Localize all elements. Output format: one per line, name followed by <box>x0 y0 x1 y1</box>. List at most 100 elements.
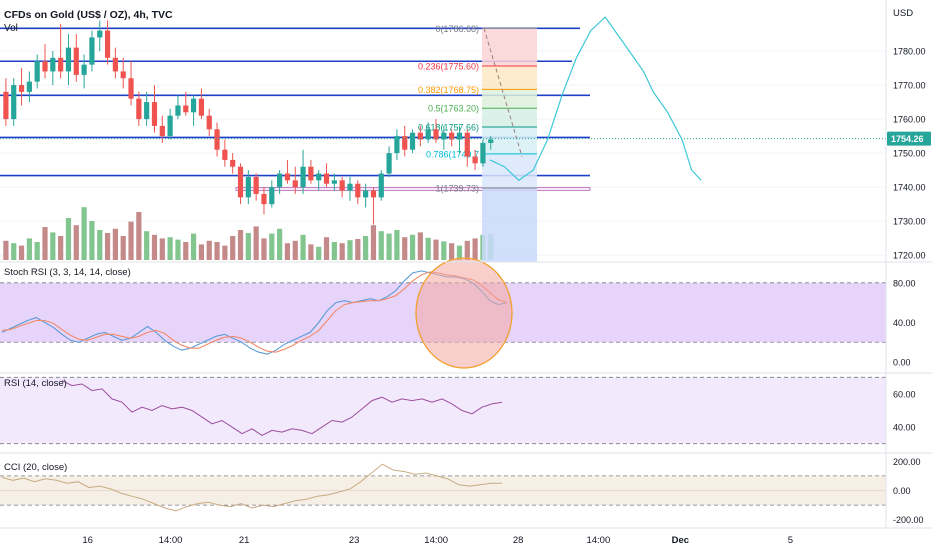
fib-level-label: 1(1739.73) <box>435 184 479 194</box>
candle-body[interactable] <box>237 166 244 198</box>
candle-body[interactable] <box>370 190 377 198</box>
rsi-tick-label: 60.00 <box>893 389 916 399</box>
candle-body[interactable] <box>488 139 494 143</box>
candle-body[interactable] <box>339 180 345 191</box>
candle-body[interactable] <box>394 136 400 154</box>
candle-body[interactable] <box>3 91 9 120</box>
candle-body[interactable] <box>42 61 48 72</box>
candle-body[interactable] <box>144 102 150 120</box>
cci-label[interactable]: CCI (20, close) <box>4 462 67 473</box>
candle-body[interactable] <box>11 85 17 120</box>
candle-body[interactable] <box>50 57 56 72</box>
volume-bar <box>433 239 439 260</box>
stoch-rsi-pane[interactable]: 0.00 40.00 80.00 <box>0 257 916 369</box>
candle-body[interactable] <box>277 173 283 188</box>
candle-body[interactable] <box>89 37 95 65</box>
candle-body[interactable] <box>58 57 64 72</box>
fib-trend-line[interactable] <box>483 28 523 157</box>
candle-body[interactable] <box>245 176 251 198</box>
candle-body[interactable] <box>175 105 181 116</box>
time-tick-label: 23 <box>349 535 360 546</box>
candle-body[interactable] <box>300 166 306 188</box>
volume-bar <box>159 238 165 260</box>
candle-body[interactable] <box>378 173 384 198</box>
candle-body[interactable] <box>97 30 103 38</box>
projection-path[interactable] <box>489 16 702 182</box>
rsi-pane[interactable]: 40.00 60.00 <box>0 376 916 445</box>
candle-body[interactable] <box>316 173 322 181</box>
volume-bar <box>456 245 463 260</box>
candle-body[interactable] <box>128 78 134 99</box>
volume-bar <box>417 232 423 260</box>
candle-body[interactable] <box>386 153 392 174</box>
stoch-rsi-label[interactable]: Stoch RSI (3, 3, 14, 14, close) <box>4 267 131 278</box>
candle-body[interactable] <box>73 47 79 75</box>
support-zone-rect[interactable] <box>235 186 591 192</box>
rsi-label[interactable]: RSI (14, close) <box>4 378 67 389</box>
candle-body[interactable] <box>480 142 486 164</box>
candle-body[interactable] <box>331 180 337 184</box>
highlight-circle[interactable] <box>415 257 513 369</box>
candle-body[interactable] <box>151 102 158 126</box>
candle-body[interactable] <box>284 173 291 181</box>
candle-body[interactable] <box>464 132 470 157</box>
candle-body[interactable] <box>308 166 314 181</box>
volume-bar <box>449 243 455 260</box>
candle-body[interactable] <box>417 132 423 140</box>
candle-body[interactable] <box>159 125 165 137</box>
candle-body[interactable] <box>363 190 369 198</box>
candle-body[interactable] <box>34 61 40 82</box>
candle-body[interactable] <box>425 129 431 140</box>
volume-label[interactable]: Vol <box>4 23 18 34</box>
volume-bar <box>34 242 40 260</box>
volume-bar <box>277 228 283 260</box>
candle-body[interactable] <box>456 132 463 140</box>
candle-body[interactable] <box>261 193 267 205</box>
candle-body[interactable] <box>347 183 353 191</box>
candle-body[interactable] <box>206 115 212 130</box>
candle-body[interactable] <box>433 129 439 140</box>
volume-bar <box>284 243 291 260</box>
candle-body[interactable] <box>183 105 189 113</box>
candle-body[interactable] <box>253 176 259 194</box>
candle-body[interactable] <box>402 136 408 150</box>
price-pane[interactable]: 1720.00 1730.00 1740.00 1750.00 1760.00 1770.… <box>0 16 931 262</box>
candle-body[interactable] <box>120 71 126 79</box>
candle-body[interactable] <box>323 173 330 184</box>
candle-body[interactable] <box>269 187 275 205</box>
candle-body[interactable] <box>112 57 118 72</box>
volume-bar <box>222 245 228 260</box>
fib-level-label: 0.618(1757.66) <box>418 123 479 133</box>
candle-body[interactable] <box>198 98 205 116</box>
candle-body[interactable] <box>136 98 142 120</box>
volume-bar <box>253 226 259 260</box>
rsi-line[interactable] <box>61 380 503 436</box>
stoch-rsi-d-line[interactable] <box>1 271 508 353</box>
candle-body[interactable] <box>409 132 416 150</box>
candle-body[interactable] <box>81 64 87 75</box>
price-tick-label: 1740.00 <box>893 183 926 193</box>
candle-body[interactable] <box>167 115 173 137</box>
volume-bar <box>292 240 298 260</box>
volume-bar <box>3 240 9 260</box>
candle-body[interactable] <box>292 180 298 188</box>
candle-body[interactable] <box>214 129 220 150</box>
stoch-rsi-k-line[interactable] <box>1 270 508 355</box>
candle-body[interactable] <box>222 149 228 160</box>
cci-line[interactable] <box>1 463 502 512</box>
candle-body[interactable] <box>18 85 25 92</box>
cci-pane[interactable]: -200.00 0.00 200.00 <box>0 457 924 525</box>
candle-body[interactable] <box>449 132 455 140</box>
candle-body[interactable] <box>472 156 478 164</box>
candle-body[interactable] <box>230 159 236 167</box>
candle-body[interactable] <box>104 30 111 58</box>
symbol-title[interactable]: CFDs on Gold (US$ / OZ), 4h, TVC <box>4 9 173 21</box>
candle-body[interactable] <box>355 183 361 198</box>
volume-bar <box>81 207 87 260</box>
candle-body[interactable] <box>190 98 197 113</box>
candle-body[interactable] <box>65 47 72 72</box>
candle-body[interactable] <box>441 132 447 140</box>
candle-body[interactable] <box>26 81 32 92</box>
volume-bar <box>237 230 244 260</box>
